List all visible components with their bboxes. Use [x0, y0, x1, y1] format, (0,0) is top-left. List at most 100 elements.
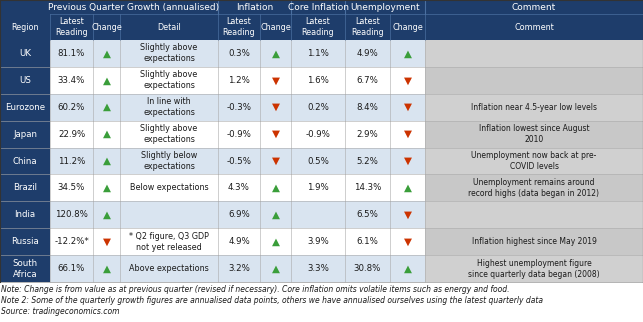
Text: ▼: ▼: [404, 237, 412, 247]
Bar: [425, 201, 643, 228]
Bar: [0, 94, 50, 121]
Text: US: US: [19, 76, 31, 85]
Text: ▼: ▼: [404, 156, 412, 166]
Text: Inflation highest since May 2019: Inflation highest since May 2019: [471, 237, 597, 246]
Text: Latest
Reading: Latest Reading: [351, 17, 384, 37]
Text: 22.9%: 22.9%: [58, 130, 85, 138]
Text: 4.9%: 4.9%: [228, 237, 250, 246]
Text: 6.9%: 6.9%: [228, 210, 250, 219]
Text: Eurozone: Eurozone: [5, 103, 45, 112]
Bar: [50, 228, 425, 255]
Text: Inflation lowest since August
2010: Inflation lowest since August 2010: [478, 124, 590, 144]
Text: -12.2%*: -12.2%*: [54, 237, 89, 246]
Text: -0.9%: -0.9%: [226, 130, 251, 138]
Text: ▲: ▲: [102, 102, 111, 112]
Text: ▲: ▲: [271, 210, 280, 220]
Text: 3.2%: 3.2%: [228, 264, 250, 273]
Bar: [0, 201, 50, 228]
Text: ▲: ▲: [404, 183, 412, 193]
Text: ▼: ▼: [404, 129, 412, 139]
Text: ▲: ▲: [102, 129, 111, 139]
Text: ▼: ▼: [271, 156, 280, 166]
Bar: [0, 255, 50, 282]
Text: Below expectations: Below expectations: [130, 184, 208, 192]
Text: 0.2%: 0.2%: [307, 103, 329, 112]
Text: Inflation: Inflation: [236, 3, 273, 12]
Text: India: India: [14, 210, 35, 219]
Bar: [50, 147, 425, 175]
Bar: [425, 121, 643, 147]
Text: 8.4%: 8.4%: [357, 103, 379, 112]
Text: ▲: ▲: [404, 48, 412, 59]
Text: 60.2%: 60.2%: [58, 103, 85, 112]
Text: UK: UK: [19, 49, 31, 58]
Text: Change: Change: [260, 23, 291, 32]
Text: ▲: ▲: [271, 183, 280, 193]
Bar: [50, 201, 425, 228]
Text: Highest unemployment figure
since quarterly data began (2008): Highest unemployment figure since quarte…: [468, 259, 600, 279]
Text: China: China: [13, 156, 37, 166]
Text: ▲: ▲: [102, 210, 111, 220]
Text: ▲: ▲: [102, 263, 111, 274]
Text: Comment: Comment: [514, 23, 554, 32]
Text: 1.9%: 1.9%: [307, 184, 329, 192]
Text: ▲: ▲: [404, 263, 412, 274]
Text: Slightly above
expectations: Slightly above expectations: [140, 43, 197, 63]
Text: 1.6%: 1.6%: [307, 76, 329, 85]
Text: Above expectations: Above expectations: [129, 264, 209, 273]
Text: 30.8%: 30.8%: [354, 264, 381, 273]
Text: -0.3%: -0.3%: [226, 103, 251, 112]
Text: ▲: ▲: [102, 48, 111, 59]
Text: Latest
Reading: Latest Reading: [302, 17, 334, 37]
Text: ▲: ▲: [271, 48, 280, 59]
Bar: [0, 0, 643, 14]
Text: 3.3%: 3.3%: [307, 264, 329, 273]
Bar: [425, 147, 643, 175]
Text: Note: Change is from value as at previous quarter (revised if necessary). Core i: Note: Change is from value as at previou…: [1, 285, 509, 294]
Text: ▼: ▼: [271, 102, 280, 112]
Text: Russia: Russia: [11, 237, 39, 246]
Text: 1.1%: 1.1%: [307, 49, 329, 58]
Text: Note 2: Some of the quarterly growth figures are annualised data points, others : Note 2: Some of the quarterly growth fig…: [1, 296, 543, 305]
Text: Latest
Reading: Latest Reading: [55, 17, 88, 37]
Bar: [50, 67, 425, 94]
Text: South
Africa: South Africa: [12, 259, 37, 279]
Text: Unemployment now back at pre-
COVID levels: Unemployment now back at pre- COVID leve…: [471, 151, 597, 171]
Text: 1.2%: 1.2%: [228, 76, 250, 85]
Text: Change: Change: [91, 23, 122, 32]
Text: Region: Region: [11, 23, 39, 32]
Text: Slightly above
expectations: Slightly above expectations: [140, 124, 197, 144]
Text: Source: tradingeconomics.com: Source: tradingeconomics.com: [1, 307, 120, 316]
Bar: [0, 67, 50, 94]
Bar: [0, 14, 643, 40]
Text: 34.5%: 34.5%: [58, 184, 85, 192]
Text: ▼: ▼: [271, 129, 280, 139]
Bar: [425, 175, 643, 201]
Text: Core Inflation: Core Inflation: [287, 3, 349, 12]
Text: Comment: Comment: [512, 3, 556, 12]
Text: 120.8%: 120.8%: [55, 210, 88, 219]
Text: Slightly above
expectations: Slightly above expectations: [140, 70, 197, 90]
Text: ▼: ▼: [404, 102, 412, 112]
Text: ▲: ▲: [102, 183, 111, 193]
Text: Brazil: Brazil: [13, 184, 37, 192]
Bar: [50, 121, 425, 147]
Text: ▲: ▲: [271, 237, 280, 247]
Bar: [425, 67, 643, 94]
Text: ▼: ▼: [271, 75, 280, 85]
Text: -0.5%: -0.5%: [226, 156, 251, 166]
Bar: [0, 40, 50, 67]
Text: 81.1%: 81.1%: [58, 49, 85, 58]
Text: In line with
expectations: In line with expectations: [143, 97, 195, 117]
Text: Japan: Japan: [13, 130, 37, 138]
Text: Detail: Detail: [157, 23, 181, 32]
Text: 4.3%: 4.3%: [228, 184, 250, 192]
Text: Previous Quarter Growth (annualised): Previous Quarter Growth (annualised): [48, 3, 219, 12]
Text: ▲: ▲: [271, 263, 280, 274]
Text: Latest
Reading: Latest Reading: [222, 17, 255, 37]
Text: 6.7%: 6.7%: [357, 76, 379, 85]
Text: 6.1%: 6.1%: [357, 237, 379, 246]
Text: ▼: ▼: [404, 210, 412, 220]
Text: 2.9%: 2.9%: [357, 130, 378, 138]
Bar: [425, 40, 643, 67]
